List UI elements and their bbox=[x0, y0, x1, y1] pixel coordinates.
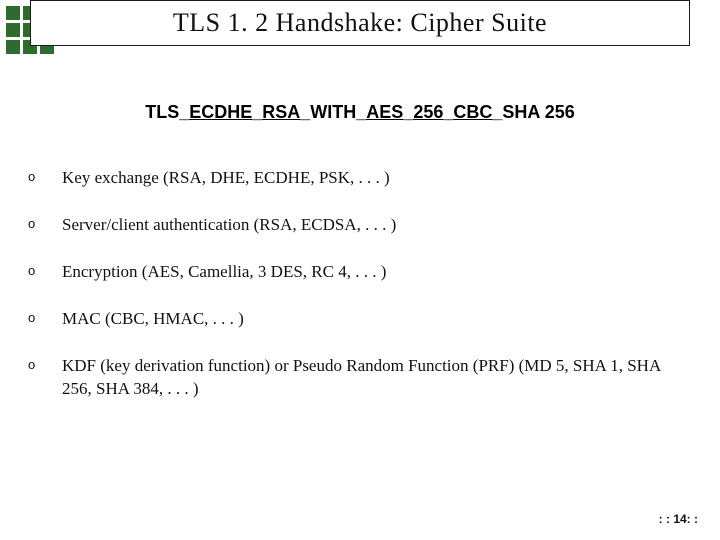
bullet-text: Server/client authentication (RSA, ECDSA… bbox=[62, 214, 396, 237]
cipher-segment: 256 bbox=[413, 102, 443, 122]
cipher-separator: _ bbox=[492, 102, 502, 122]
bullet-marker: o bbox=[28, 355, 62, 372]
title-area: TLS 1. 2 Handshake: Cipher Suite bbox=[0, 0, 720, 52]
bullet-marker: o bbox=[28, 167, 62, 184]
cipher-separator: _ bbox=[356, 102, 366, 122]
cipher-segment: ECDHE bbox=[189, 102, 252, 122]
list-item: oKDF (key derivation function) or Pseudo… bbox=[28, 355, 690, 401]
title-box: TLS 1. 2 Handshake: Cipher Suite bbox=[30, 0, 690, 46]
cipher-separator: _ bbox=[403, 102, 413, 122]
bullet-text: MAC (CBC, HMAC, . . . ) bbox=[62, 308, 244, 331]
cipher-separator: _ bbox=[443, 102, 453, 122]
list-item: oMAC (CBC, HMAC, . . . ) bbox=[28, 308, 690, 331]
cipher-segment: WITH bbox=[310, 102, 356, 122]
bullet-marker: o bbox=[28, 308, 62, 325]
list-item: oKey exchange (RSA, DHE, ECDHE, PSK, . .… bbox=[28, 167, 690, 190]
bullet-list: oKey exchange (RSA, DHE, ECDHE, PSK, . .… bbox=[28, 167, 690, 401]
cipher-segment: RSA bbox=[262, 102, 300, 122]
bullet-marker: o bbox=[28, 214, 62, 231]
cipher-separator: _ bbox=[252, 102, 262, 122]
cipher-segment: CBC bbox=[453, 102, 492, 122]
cipher-separator: _ bbox=[179, 102, 189, 122]
slide-title: TLS 1. 2 Handshake: Cipher Suite bbox=[173, 8, 547, 38]
bullet-marker: o bbox=[28, 261, 62, 278]
page-number: : : 14: : bbox=[659, 512, 698, 526]
cipher-suite-string: TLS_ECDHE_RSA_WITH_AES_256_CBC_SHA 256 bbox=[0, 102, 720, 123]
cipher-segment: AES bbox=[366, 102, 403, 122]
cipher-segment: SHA 256 bbox=[502, 102, 574, 122]
bullet-text: Key exchange (RSA, DHE, ECDHE, PSK, . . … bbox=[62, 167, 390, 190]
bullet-text: KDF (key derivation function) or Pseudo … bbox=[62, 355, 690, 401]
cipher-segment: TLS bbox=[145, 102, 179, 122]
list-item: oServer/client authentication (RSA, ECDS… bbox=[28, 214, 690, 237]
bullet-text: Encryption (AES, Camellia, 3 DES, RC 4, … bbox=[62, 261, 386, 284]
list-item: oEncryption (AES, Camellia, 3 DES, RC 4,… bbox=[28, 261, 690, 284]
cipher-separator: _ bbox=[300, 102, 310, 122]
